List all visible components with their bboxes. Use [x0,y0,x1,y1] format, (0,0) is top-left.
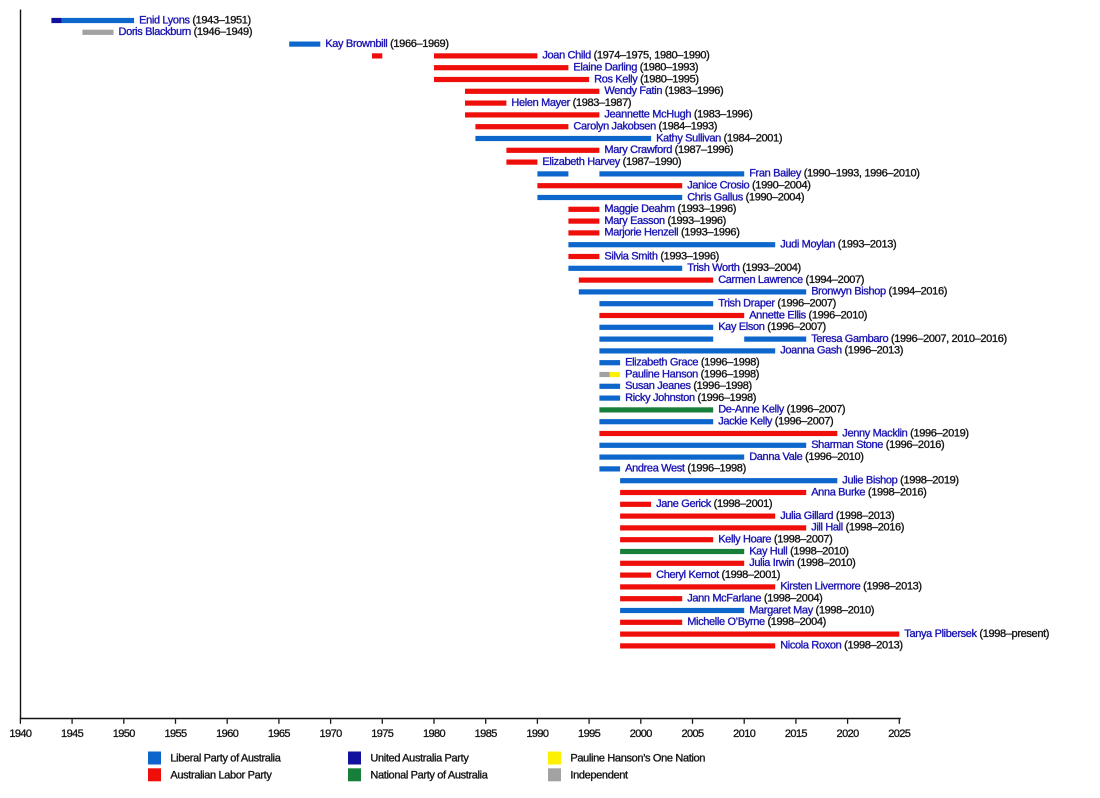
svg-text:2025: 2025 [888,728,911,740]
svg-text:Fran Bailey (1990–1993, 1996–2: Fran Bailey (1990–1993, 1996–2010) [749,168,919,180]
svg-text:1985: 1985 [475,728,498,740]
svg-text:1945: 1945 [61,728,84,740]
svg-text:Kelly Hoare (1998–2007): Kelly Hoare (1998–2007) [718,534,832,546]
svg-text:1965: 1965 [268,728,291,740]
svg-text:Maggie Deahm (1993–1996): Maggie Deahm (1993–1996) [604,203,736,215]
svg-text:1940: 1940 [9,728,32,740]
svg-text:Teresa Gambaro (1996–2007, 201: Teresa Gambaro (1996–2007, 2010–2016) [811,333,1007,345]
svg-text:Michelle O’Byrne (1998–2004): Michelle O’Byrne (1998–2004) [687,616,826,628]
svg-text:1975: 1975 [371,728,394,740]
svg-text:Andrea West (1996–1998): Andrea West (1996–1998) [625,463,746,475]
svg-text:Kay Hull (1998–2010): Kay Hull (1998–2010) [749,545,848,557]
svg-text:Nicola Roxon (1998–2013): Nicola Roxon (1998–2013) [780,640,902,652]
svg-text:Helen Mayer (1983–1987): Helen Mayer (1983–1987) [511,97,631,109]
svg-text:Danna Vale (1996–2010): Danna Vale (1996–2010) [749,451,863,463]
svg-text:Marjorie Henzell (1993–1996): Marjorie Henzell (1993–1996) [604,227,739,239]
svg-text:Jane Gerick (1998–2001): Jane Gerick (1998–2001) [656,498,772,510]
svg-text:Mary Easson (1993–1996): Mary Easson (1993–1996) [604,215,726,227]
svg-text:Carmen Lawrence (1994–2007): Carmen Lawrence (1994–2007) [718,274,864,286]
svg-text:Pauline Hanson’s One Nation: Pauline Hanson’s One Nation [570,753,705,765]
svg-text:1995: 1995 [578,728,601,740]
svg-text:Independent: Independent [570,769,628,781]
svg-text:2015: 2015 [785,728,808,740]
svg-text:Joan Child (1974–1975, 1980–19: Joan Child (1974–1975, 1980–1990) [542,50,709,62]
svg-text:United Australia Party: United Australia Party [370,753,469,765]
svg-text:National Party of Australia: National Party of Australia [370,769,488,781]
svg-text:Liberal Party of Australia: Liberal Party of Australia [170,753,281,765]
svg-text:Enid Lyons (1943–1951): Enid Lyons (1943–1951) [139,14,251,26]
svg-text:Kirsten Livermore (1998–2013): Kirsten Livermore (1998–2013) [780,581,922,593]
svg-text:1990: 1990 [526,728,549,740]
svg-text:Jill Hall (1998–2016): Jill Hall (1998–2016) [811,522,904,534]
svg-text:Elaine Darling (1980–1993): Elaine Darling (1980–1993) [573,62,698,74]
svg-text:Sharman Stone (1996–2016): Sharman Stone (1996–2016) [811,439,944,451]
svg-text:Pauline Hanson (1996–1998): Pauline Hanson (1996–1998) [625,368,759,380]
svg-text:Ros Kelly (1980–1995): Ros Kelly (1980–1995) [594,73,699,85]
svg-text:1970: 1970 [320,728,343,740]
svg-text:Julia Gillard (1998–2013): Julia Gillard (1998–2013) [780,510,894,522]
svg-text:Chris Gallus (1990–2004): Chris Gallus (1990–2004) [687,191,804,203]
svg-text:Jenny Macklin (1996–2019): Jenny Macklin (1996–2019) [842,427,968,439]
svg-text:Tanya Plibersek (1998–present): Tanya Plibersek (1998–present) [904,628,1049,640]
svg-text:1960: 1960 [216,728,239,740]
svg-text:De-Anne Kelly (1996–2007): De-Anne Kelly (1996–2007) [718,404,845,416]
svg-text:Julia Irwin (1998–2010): Julia Irwin (1998–2010) [749,557,855,569]
svg-text:2020: 2020 [837,728,860,740]
svg-text:Kay Elson (1996–2007): Kay Elson (1996–2007) [718,321,826,333]
svg-text:Jann McFarlane (1998–2004): Jann McFarlane (1998–2004) [687,593,822,605]
svg-text:Australian Labor Party: Australian Labor Party [170,769,272,781]
svg-text:Joanna Gash (1996–2013): Joanna Gash (1996–2013) [780,345,903,357]
svg-text:Janice Crosio (1990–2004): Janice Crosio (1990–2004) [687,180,810,192]
svg-text:Silvia Smith (1993–1996): Silvia Smith (1993–1996) [604,250,719,262]
svg-text:Jackie Kelly (1996–2007): Jackie Kelly (1996–2007) [718,416,833,428]
svg-text:2000: 2000 [630,728,653,740]
svg-text:Wendy Fatin (1983–1996): Wendy Fatin (1983–1996) [604,85,723,97]
svg-text:Ricky Johnston (1996–1998): Ricky Johnston (1996–1998) [625,392,756,404]
svg-text:Judi Moylan (1993–2013): Judi Moylan (1993–2013) [780,239,896,251]
svg-text:Kathy Sullivan (1984–2001): Kathy Sullivan (1984–2001) [656,132,782,144]
svg-text:Elizabeth Harvey (1987–1990): Elizabeth Harvey (1987–1990) [542,156,681,168]
svg-text:Trish Draper (1996–2007): Trish Draper (1996–2007) [718,298,836,310]
svg-text:Trish Worth (1993–2004): Trish Worth (1993–2004) [687,262,801,274]
svg-text:1955: 1955 [164,728,187,740]
svg-text:Annette Ellis (1996–2010): Annette Ellis (1996–2010) [749,309,867,321]
svg-text:Anna Burke (1998–2016): Anna Burke (1998–2016) [811,486,926,498]
svg-text:Cheryl Kernot (1998–2001): Cheryl Kernot (1998–2001) [656,569,780,581]
svg-text:Susan Jeanes (1996–1998): Susan Jeanes (1996–1998) [625,380,752,392]
svg-text:Carolyn Jakobsen (1984–1993): Carolyn Jakobsen (1984–1993) [573,121,717,133]
svg-text:Mary Crawford (1987–1996): Mary Crawford (1987–1996) [604,144,733,156]
svg-text:1980: 1980 [423,728,446,740]
svg-text:1950: 1950 [113,728,136,740]
svg-text:Jeannette McHugh (1983–1996): Jeannette McHugh (1983–1996) [604,109,752,121]
svg-text:2010: 2010 [733,728,756,740]
svg-text:Kay Brownbill (1966–1969): Kay Brownbill (1966–1969) [325,38,448,50]
svg-text:2005: 2005 [681,728,704,740]
svg-text:Doris Blackburn (1946–1949): Doris Blackburn (1946–1949) [119,26,253,38]
svg-text:Elizabeth Grace (1996–1998): Elizabeth Grace (1996–1998) [625,357,759,369]
svg-text:Julie Bishop (1998–2019): Julie Bishop (1998–2019) [842,475,958,487]
svg-text:Bronwyn Bishop (1994–2016): Bronwyn Bishop (1994–2016) [811,286,947,298]
svg-text:Margaret May (1998–2010): Margaret May (1998–2010) [749,604,874,616]
